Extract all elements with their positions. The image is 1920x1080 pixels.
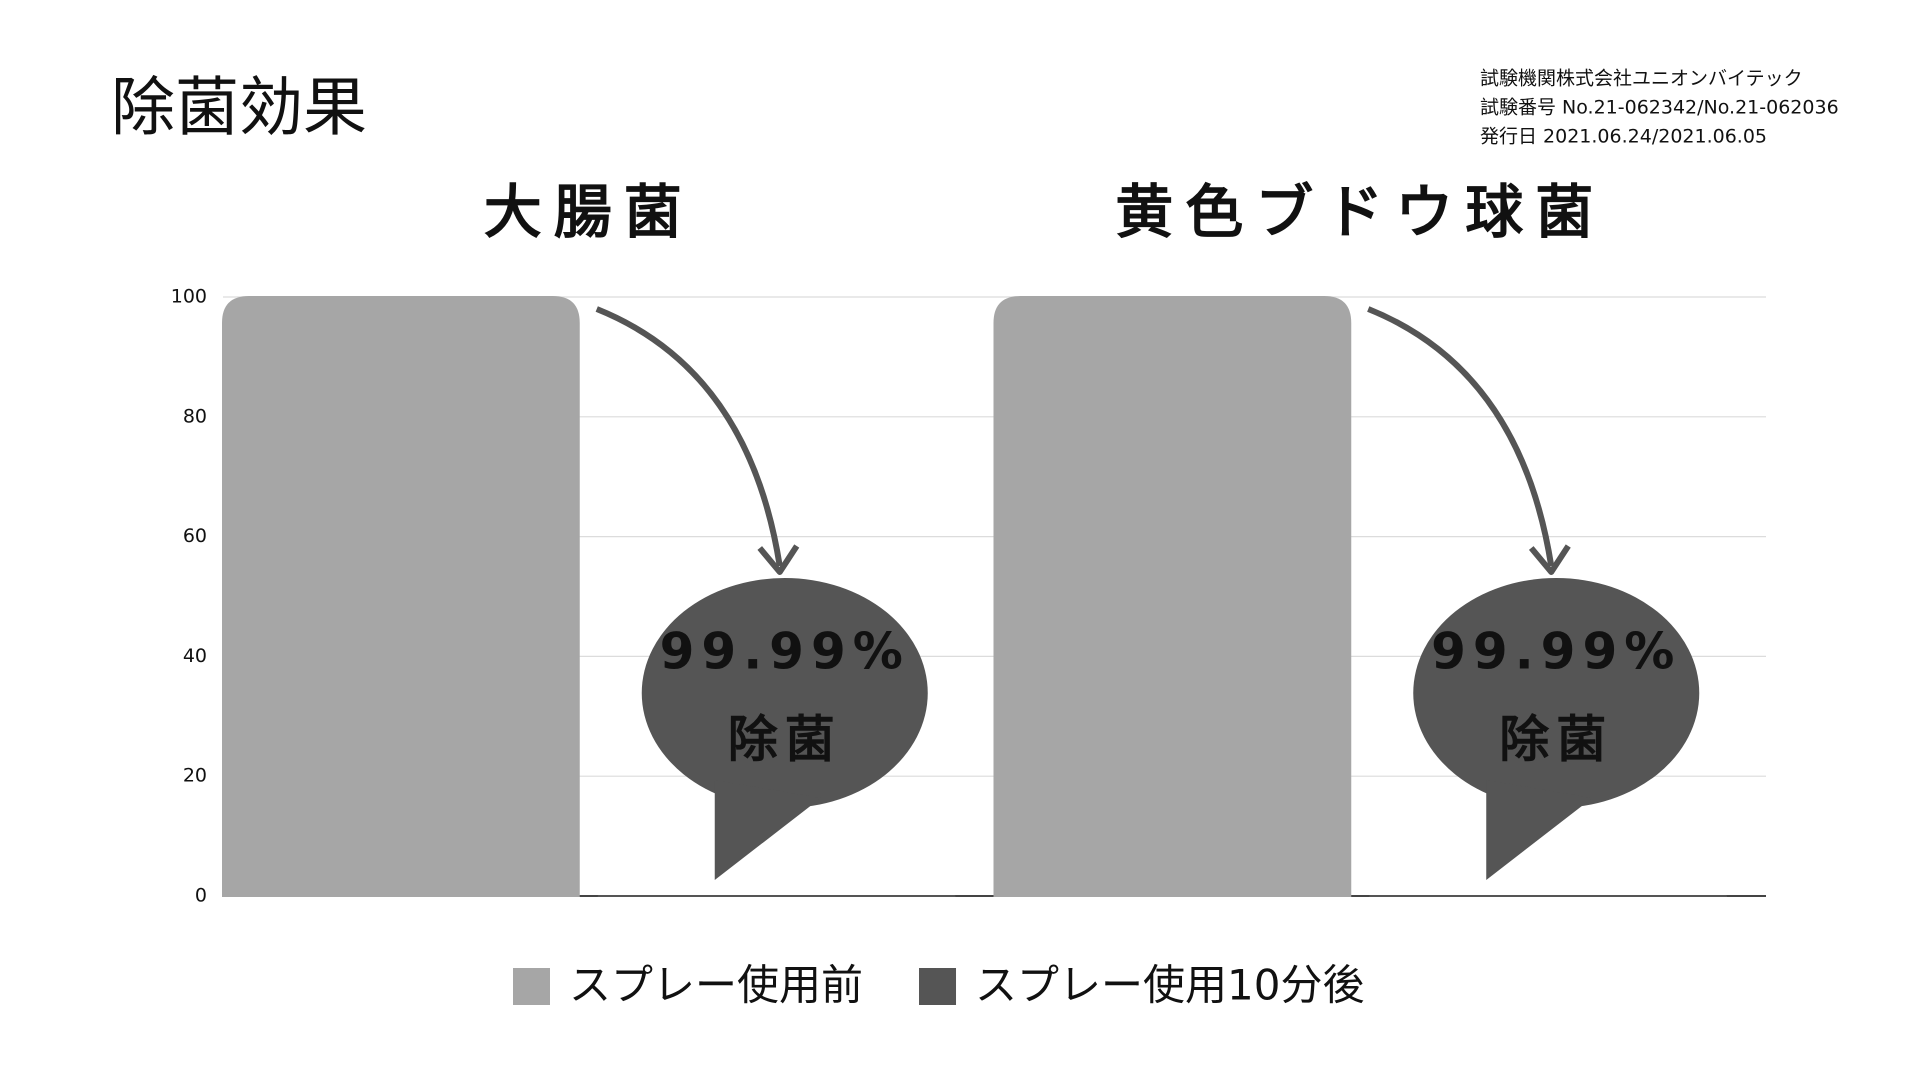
chart-title: 除菌効果 xyxy=(111,72,367,146)
annotation-text: 除菌 xyxy=(1499,711,1613,769)
y-tick-label: 60 xyxy=(183,525,207,547)
category-label: 大腸菌 xyxy=(484,178,694,246)
y-tick-label: 0 xyxy=(195,885,207,907)
category-label: 黄色ブドウ球菌 xyxy=(1115,178,1605,246)
bar xyxy=(993,296,1352,897)
y-tick-label: 20 xyxy=(183,765,207,787)
annotation-arrow xyxy=(595,306,783,567)
arrow-head xyxy=(757,544,800,575)
annotation-text: 99.99% xyxy=(1431,623,1681,681)
legend-swatch xyxy=(919,968,957,1005)
annotation-arrow xyxy=(1367,306,1555,567)
y-tick-label: 40 xyxy=(183,645,207,667)
annotation-text: 99.99% xyxy=(660,623,910,681)
annotation: 99.99% 除菌 xyxy=(595,306,928,880)
bar xyxy=(222,296,580,897)
arrow-head xyxy=(1528,544,1571,575)
legend-swatch xyxy=(513,968,550,1005)
source-note: 試験機関株式会社ユニオンバイテック xyxy=(1480,68,1803,90)
bubble-tail xyxy=(1486,780,1593,880)
y-tick-label: 100 xyxy=(171,286,207,308)
legend-label: スプレー使用10分後 xyxy=(975,961,1364,1010)
y-tick-label: 80 xyxy=(183,405,207,427)
speech-bubble xyxy=(1413,578,1700,808)
source-note: 発行日 2021.06.24/2021.06.05 xyxy=(1480,126,1767,148)
legend-label: スプレー使用前 xyxy=(569,961,863,1010)
speech-bubble xyxy=(641,578,928,808)
bubble-tail xyxy=(714,780,821,880)
annotation-text: 除菌 xyxy=(728,711,842,769)
annotation: 99.99% 除菌 xyxy=(1367,306,1700,880)
source-note: 試験番号 No.21-062342/No.21-062036 xyxy=(1480,97,1839,119)
